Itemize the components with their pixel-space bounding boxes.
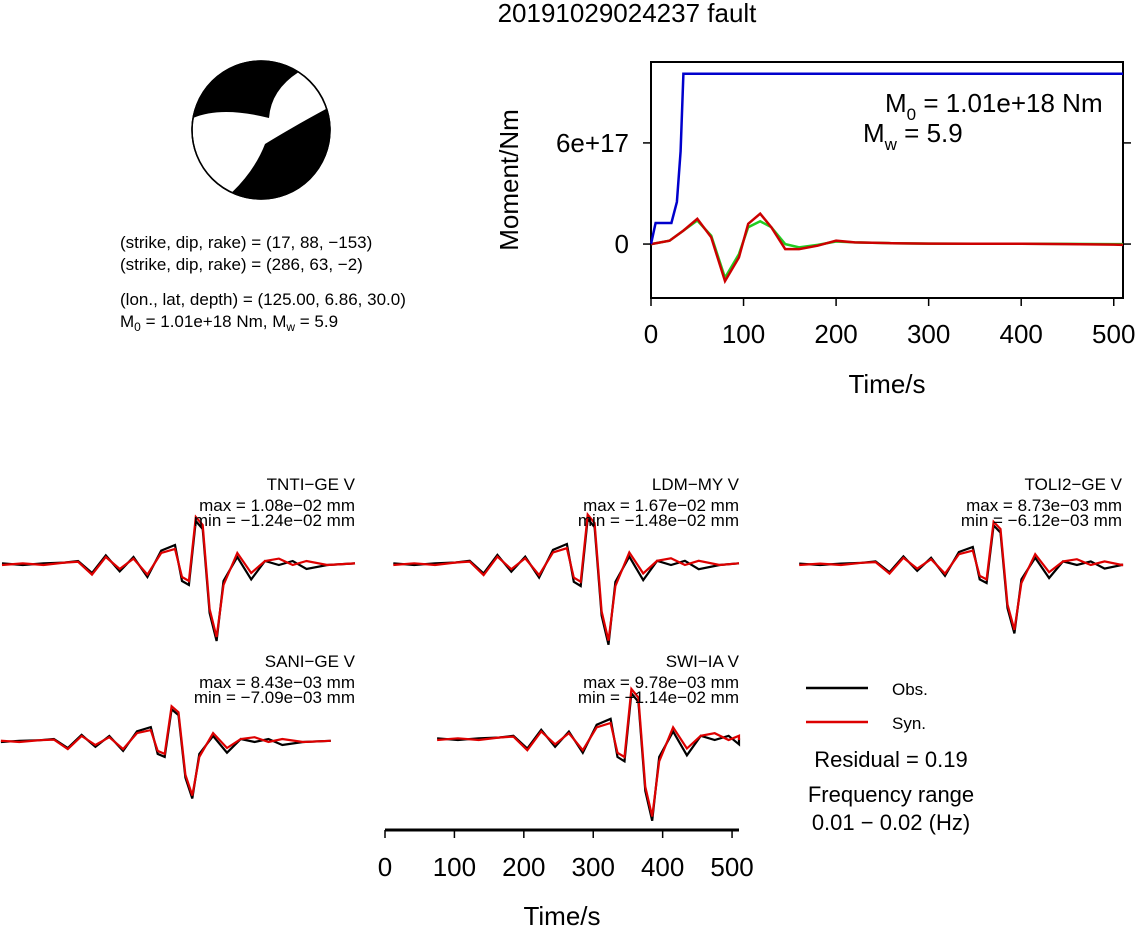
station-name: SWI−IA V	[666, 652, 740, 671]
station-max: max = 1.08e−02 mm	[199, 496, 355, 515]
stf-y-tick-label: 6e+17	[556, 128, 629, 158]
beachball-icon	[191, 60, 331, 200]
legend-syn-label: Syn.	[892, 714, 926, 733]
waveform-x-tick-label: 0	[378, 852, 392, 882]
waveform-x-tick-label: 300	[572, 852, 615, 882]
station-name: TOLI2−GE V	[1025, 475, 1123, 494]
station-min: min = −1.48e−02 mm	[578, 511, 739, 530]
synthetic-trace	[0, 704, 331, 796]
stf-y-tick-label: 0	[615, 229, 629, 259]
stf-x-tick-label: 200	[814, 319, 857, 349]
stf-observed-line	[650, 211, 1124, 285]
waveform-x-tick-label: 500	[710, 852, 753, 882]
synthetic-trace	[1, 514, 356, 638]
stf-x-tick-label: 0	[644, 319, 658, 349]
stf-plot-frame	[650, 61, 1124, 299]
station-name: LDM−MY V	[652, 475, 740, 494]
legend-obs-label: Obs.	[892, 680, 928, 699]
station-max: max = 8.73e−03 mm	[966, 496, 1122, 515]
observed-trace	[1, 518, 356, 642]
residual-text: Residual = 0.19	[814, 747, 968, 772]
frequency-range-value: 0.01 − 0.02 (Hz)	[812, 810, 970, 835]
nodal-plane-1: (strike, dip, rake) = (17, 88, −153)	[120, 233, 372, 252]
observed-trace	[393, 516, 740, 646]
waveform-x-tick-label: 200	[502, 852, 545, 882]
stf-x-tick-label: 100	[722, 319, 765, 349]
nodal-plane-2: (strike, dip, rake) = (286, 63, −2)	[120, 255, 363, 274]
observed-trace	[0, 707, 331, 799]
stf-x-tick-label: 500	[1092, 319, 1135, 349]
station-min: min = −1.24e−02 mm	[194, 511, 355, 530]
stf-m0-label: M0 = 1.01e+18 Nm	[885, 88, 1103, 124]
stf-y-axis-label: Moment/Nm	[494, 109, 524, 251]
station-max: max = 8.43e−03 mm	[199, 673, 355, 692]
station-max: max = 9.78e−03 mm	[583, 673, 739, 692]
waveform-x-tick-label: 400	[641, 852, 684, 882]
stf-mw-label: Mw = 5.9	[863, 118, 963, 154]
synthetic-trace	[393, 511, 740, 641]
stf-x-axis-label: Time/s	[848, 369, 925, 399]
station-min: min = −6.12e−03 mm	[961, 511, 1122, 530]
synthetic-trace	[799, 519, 1124, 631]
moment-magnitude-text: M0 = 1.01e+18 Nm, Mw = 5.9	[120, 312, 338, 334]
observed-trace	[437, 690, 741, 822]
station-min: min = −1.14e−02 mm	[578, 688, 739, 707]
station-name: TNTI−GE V	[267, 475, 356, 494]
synthetic-trace	[437, 686, 741, 817]
waveform-time-axis: 0 100 200 300 400 500	[378, 828, 754, 882]
station-min: min = −7.09e−03 mm	[194, 688, 355, 707]
figure-title: 20191029024237 fault	[498, 0, 758, 28]
stf-x-tick-label: 400	[1000, 319, 1043, 349]
observed-trace	[799, 522, 1124, 634]
stf-moment-line	[649, 72, 1123, 245]
waveform-x-axis-label: Time/s	[523, 901, 600, 927]
location-text: (lon., lat, depth) = (125.00, 6.86, 30.0…	[120, 290, 406, 309]
station-max: max = 1.67e−02 mm	[583, 496, 739, 515]
station-name: SANI−GE V	[265, 652, 356, 671]
waveform-x-tick-label: 100	[433, 852, 476, 882]
waveform-legend: Obs. Syn.	[806, 680, 928, 733]
stf-x-tick-label: 300	[907, 319, 950, 349]
frequency-range-label: Frequency range	[808, 782, 974, 807]
